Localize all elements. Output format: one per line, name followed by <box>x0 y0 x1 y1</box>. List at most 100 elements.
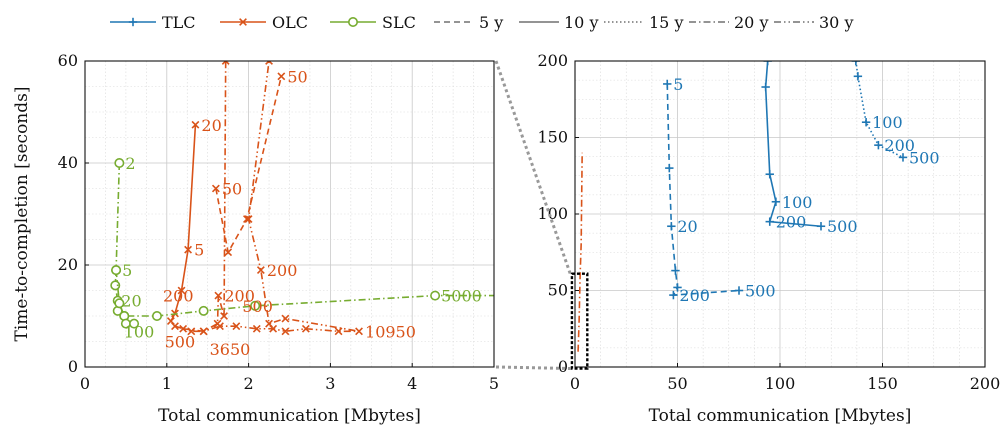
x-tick-label: 150 <box>867 374 898 393</box>
series-line <box>215 76 283 255</box>
y-tick-label: 100 <box>537 204 568 223</box>
data-point <box>151 310 162 321</box>
legend-entry-horizon: 10 y <box>519 13 598 32</box>
zoom-connector-lines <box>494 60 589 371</box>
data-label: 5 <box>122 261 132 280</box>
data-point <box>851 61 861 66</box>
series-line <box>174 61 360 333</box>
legend-label: 15 y <box>649 13 683 32</box>
data-point <box>111 265 122 276</box>
y-tick-label: 50 <box>548 281 568 300</box>
data-label: 100 <box>872 113 903 132</box>
data-point <box>191 120 200 129</box>
series-line <box>666 83 740 296</box>
data-point <box>171 322 179 331</box>
series-line <box>577 152 583 352</box>
data-point <box>765 170 774 179</box>
x-tick-label: 0 <box>570 374 580 393</box>
data-point <box>232 322 241 331</box>
data-label: 200 <box>163 287 194 306</box>
data-label: 20 <box>677 217 697 236</box>
legend-label: TLC <box>162 13 196 32</box>
data-point <box>198 305 209 316</box>
data-label: 10950 <box>365 322 416 341</box>
legend-marker-olc <box>239 18 247 26</box>
data-label: 500 <box>827 217 858 236</box>
y-tick-label: 40 <box>58 153 78 172</box>
data-label: 5000 <box>441 287 482 306</box>
zoom-connector-bottom <box>495 365 571 371</box>
data-point <box>898 153 908 162</box>
data-label: 200 <box>776 213 807 232</box>
data-point <box>199 327 208 336</box>
x-tick-label: 5 <box>489 374 499 393</box>
legend-label: 20 y <box>734 13 768 32</box>
x-tick-label: 200 <box>970 374 1001 393</box>
data-point <box>216 322 224 331</box>
data-point <box>211 184 220 193</box>
x-tick-label: 100 <box>765 374 796 393</box>
data-label: 100 <box>782 193 813 212</box>
legend-label: OLC <box>272 13 308 32</box>
data-point <box>265 319 273 328</box>
x-tick-label: 50 <box>667 374 687 393</box>
data-point <box>430 290 441 301</box>
data-point <box>250 300 261 311</box>
data-point <box>334 327 343 336</box>
data-point <box>853 72 863 81</box>
data-label: 20 <box>201 116 221 135</box>
data-point <box>184 245 192 254</box>
data-label: 3650 <box>210 340 251 359</box>
data-point <box>671 266 680 275</box>
data-point <box>874 140 883 150</box>
legend-entry-olc: OLC <box>220 13 308 32</box>
data-point <box>761 82 770 92</box>
data-label: 200 <box>679 286 710 305</box>
x-tick-label: 3 <box>325 374 335 393</box>
data-point <box>301 324 310 333</box>
data-point <box>221 61 230 65</box>
data-point <box>256 266 265 275</box>
x-tick-label: 2 <box>244 374 254 393</box>
data-point <box>861 118 871 127</box>
data-point <box>114 158 125 169</box>
data-label: 500 <box>909 148 940 167</box>
data-label: 200 <box>267 261 298 280</box>
data-point <box>355 327 363 336</box>
data-point <box>667 222 676 231</box>
x-tick-label: 1 <box>162 374 172 393</box>
series-group <box>577 61 908 352</box>
data-point <box>265 61 273 65</box>
data-point <box>771 197 781 206</box>
data-label: 200 <box>224 287 255 306</box>
data-label: 500 <box>165 333 196 352</box>
legend-label: SLC <box>382 13 416 32</box>
data-point <box>281 327 290 336</box>
data-point <box>129 318 140 329</box>
y-tick-label: 200 <box>537 51 568 70</box>
series-group <box>110 61 494 336</box>
x-tick-label: 4 <box>407 374 417 393</box>
legend-entry-horizon: 20 y <box>689 13 768 32</box>
data-point <box>673 283 682 292</box>
data-point <box>244 215 253 224</box>
y-axis-title: Time-to-completion [seconds] <box>12 87 32 342</box>
grid <box>84 60 495 368</box>
data-label: 5 <box>194 241 204 260</box>
data-label: 20 <box>121 292 141 311</box>
legend-entry-horizon: 5 y <box>434 13 503 32</box>
series-line <box>764 61 822 228</box>
data-label: 500 <box>242 297 273 316</box>
legend-entry-horizon: 30 y <box>774 13 853 32</box>
legend-entry-horizon: 15 y <box>604 13 683 32</box>
data-point <box>281 314 290 323</box>
data-point <box>765 217 774 226</box>
data-point <box>734 286 744 295</box>
legend-label: 30 y <box>819 13 853 32</box>
data-point <box>224 248 233 257</box>
data-point <box>110 280 121 291</box>
data-point <box>763 61 772 66</box>
data-point <box>663 79 672 89</box>
